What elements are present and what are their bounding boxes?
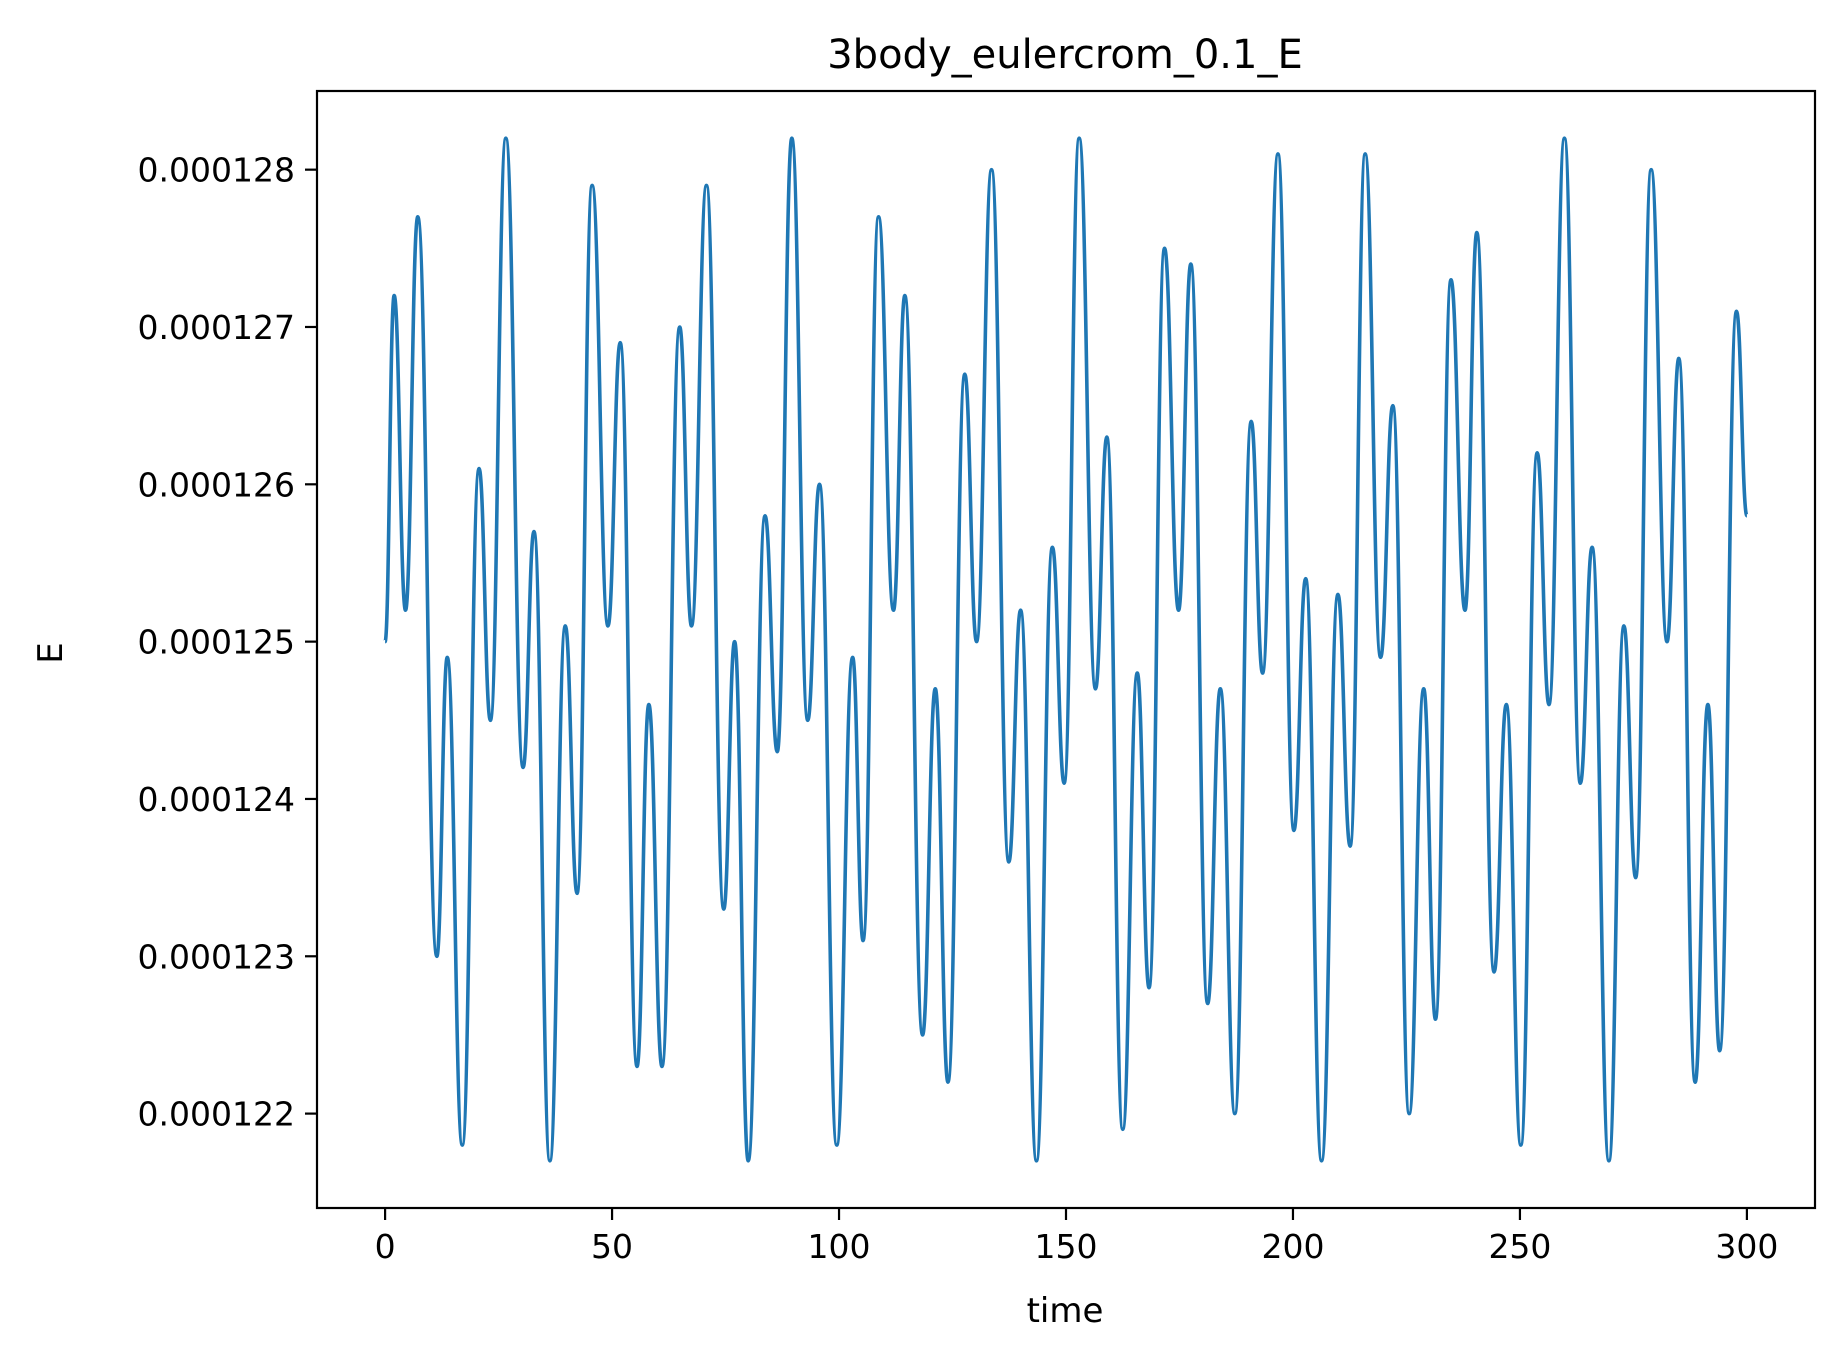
x-tick-label: 200 <box>1261 1227 1324 1266</box>
x-tick-label: 50 <box>591 1227 633 1266</box>
x-tick-label: 0 <box>375 1227 396 1266</box>
y-tick-label: 0.000125 <box>138 623 295 662</box>
x-axis-label: time <box>1027 1291 1104 1331</box>
plot-frame <box>315 89 1817 1210</box>
y-tick-label: 0.000122 <box>138 1095 295 1134</box>
chart-title: 3body_eulercrom_0.1_E <box>827 32 1303 78</box>
axes: 0 50 100 150 200 250 300 0.000122 0.000123 0.0001… <box>138 151 1779 1266</box>
series-line-0 <box>383 136 1749 1163</box>
x-tick-label: 100 <box>808 1227 871 1266</box>
y-tick-label: 0.000124 <box>138 780 295 819</box>
plot-area <box>383 136 1749 1163</box>
x-tick-label: 250 <box>1488 1227 1551 1266</box>
y-tick-label: 0.000127 <box>138 308 295 347</box>
x-tick-label: 300 <box>1715 1227 1778 1266</box>
y-tick-label: 0.000128 <box>138 151 295 190</box>
y-tick-label: 0.000123 <box>138 937 295 976</box>
y-tick-label: 0.000126 <box>138 465 295 504</box>
y-axis-label: E <box>31 642 71 663</box>
x-tick-label: 150 <box>1035 1227 1098 1266</box>
